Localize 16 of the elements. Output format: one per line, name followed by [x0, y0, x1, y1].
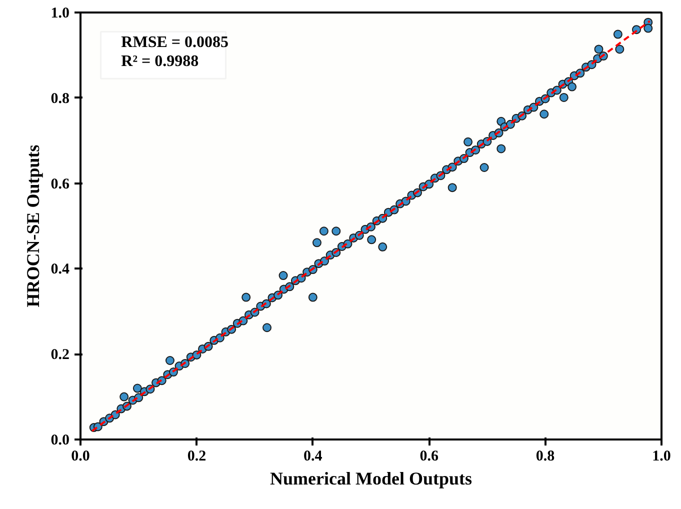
y-tick-label: 0.4: [50, 262, 70, 278]
y-tick-label: 0.0: [50, 432, 70, 448]
annotation: R² = 0.9988: [121, 53, 199, 70]
y-tick-label: 0.2: [50, 347, 70, 364]
y-tick-label: 1.0: [50, 6, 70, 22]
y-tick-label: 0.6: [50, 176, 70, 192]
x-tick-label: 0.8: [536, 448, 555, 464]
annotation: RMSE = 0.0085: [121, 34, 229, 51]
x-tick-label: 0.0: [71, 448, 90, 464]
x-tick-label: 0.4: [304, 448, 323, 464]
x-tick-label: 0.6: [420, 448, 439, 464]
x-tick-label: 1.0: [652, 448, 671, 464]
y-tick-label: 0.8: [50, 90, 70, 107]
x-tick-label: 0.2: [187, 448, 206, 464]
y-axis-title: HROCN-SE Outputs: [22, 144, 43, 308]
x-axis-title: Numerical Model Outputs: [270, 468, 472, 488]
